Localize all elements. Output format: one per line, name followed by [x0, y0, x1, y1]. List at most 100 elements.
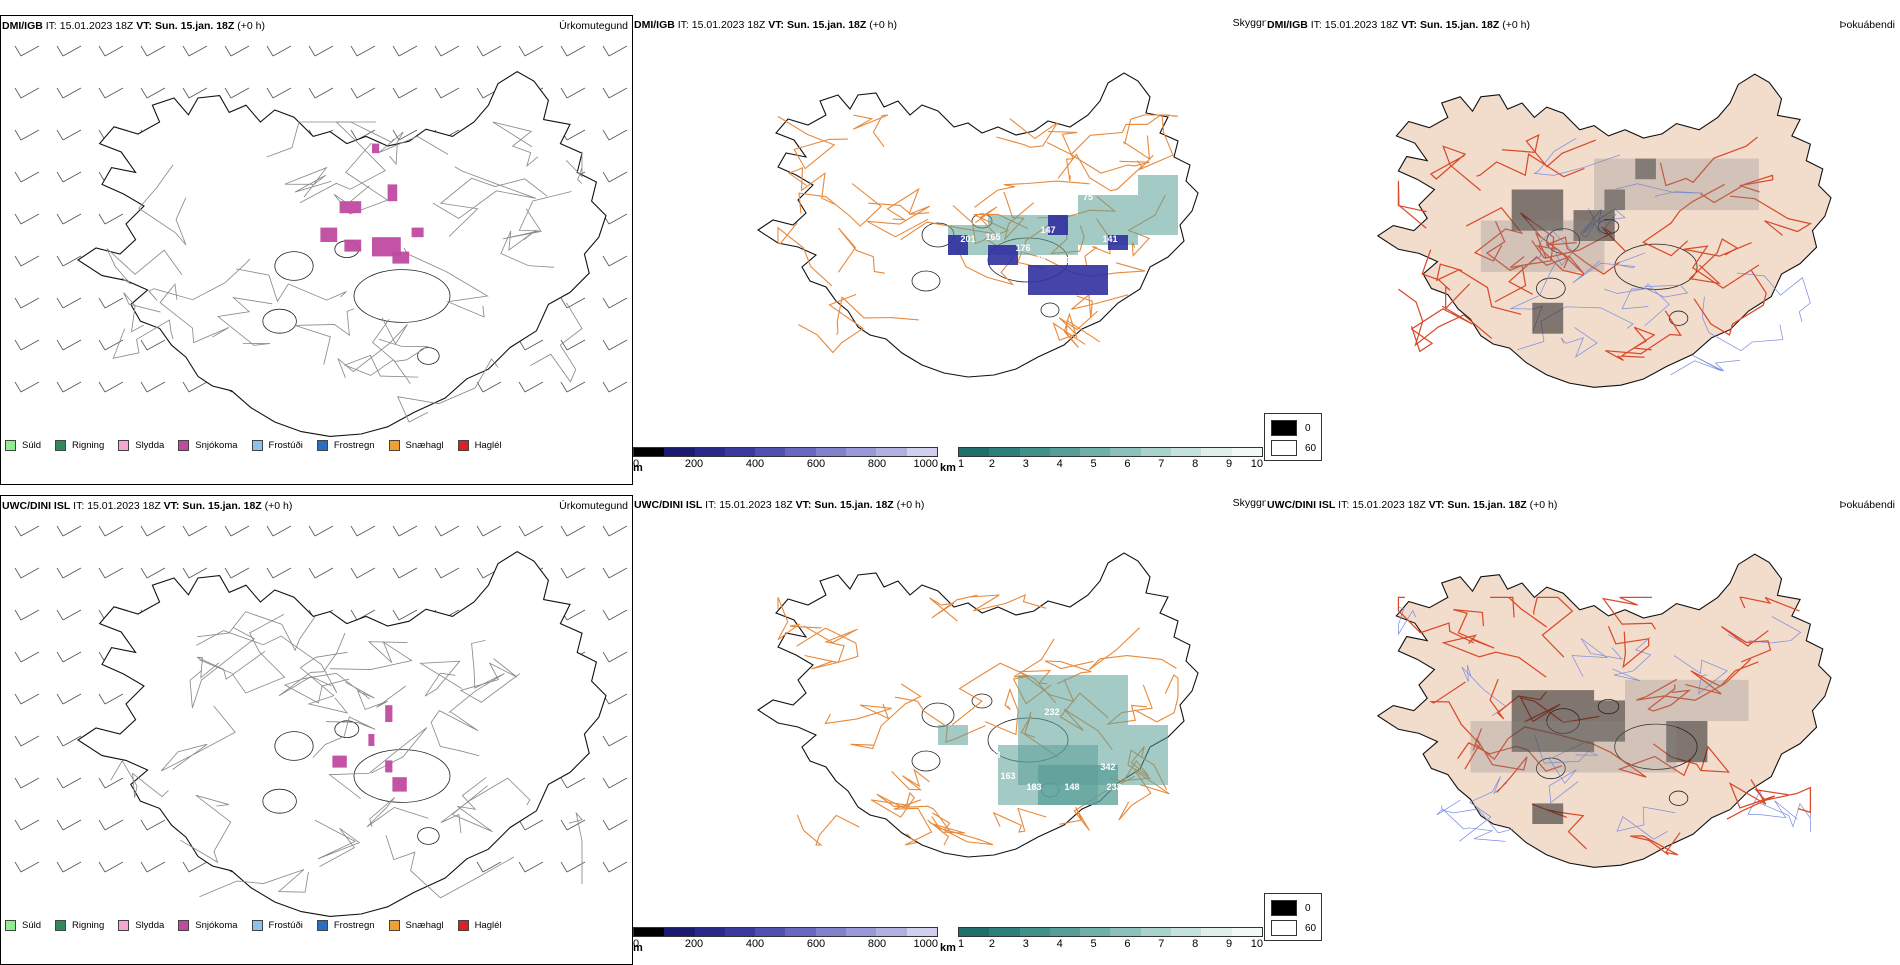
- glacier-outline: [262, 788, 297, 814]
- road-line: [1545, 236, 1620, 275]
- wind-barb: [98, 213, 124, 225]
- wind-barb: [266, 525, 292, 537]
- wind-barb: [182, 525, 208, 537]
- field-blob: [1138, 175, 1178, 235]
- legend-label: Frostregn: [333, 440, 375, 451]
- road-line: [1604, 284, 1689, 298]
- road-line: [1548, 742, 1585, 804]
- road-line: [312, 716, 376, 758]
- road-line: [929, 594, 978, 622]
- road-line: [1441, 805, 1506, 842]
- wind-barb: [140, 381, 166, 393]
- colorbar-ticks: 1 2 3 4 5 6 7 8 9 10: [958, 937, 1263, 951]
- iceland-precip-map: [14, 45, 628, 437]
- field-blob: [387, 184, 398, 202]
- road-line: [1490, 596, 1548, 628]
- precip-legend-item: Frostregn: [316, 440, 375, 451]
- field-blob: [1532, 302, 1564, 334]
- wind-barb: [14, 213, 40, 225]
- road-line: [1508, 231, 1570, 295]
- colorbar-cell: [906, 928, 937, 936]
- road-line: [1730, 195, 1813, 236]
- glacier-outline: [1536, 277, 1566, 300]
- panel-title: Þokuábendi: [1839, 499, 1895, 511]
- cloud-base-label: 108: [1107, 255, 1122, 265]
- colorbar-ticks: 0 200 400 600 800 1000: [633, 937, 938, 951]
- colorbar-cell: [755, 928, 786, 936]
- wind-barb: [602, 87, 628, 99]
- wind-barb: [14, 735, 40, 747]
- road-line: [565, 151, 583, 184]
- wind-barb: [560, 567, 586, 579]
- road-line: [932, 812, 994, 846]
- wind-barb: [182, 861, 208, 873]
- legend-swatch: [316, 920, 328, 931]
- colorbar-cell: [815, 928, 847, 936]
- field-blob: [411, 227, 424, 238]
- precip-legend-item: Rigning: [55, 440, 104, 451]
- colorbar-cell: [1080, 928, 1111, 936]
- road-line: [1683, 241, 1760, 289]
- road-line: [189, 626, 256, 709]
- wind-barb: [56, 213, 82, 225]
- colorbar-cell: [785, 928, 816, 936]
- road-line: [419, 660, 462, 697]
- road-line: [1726, 779, 1776, 820]
- colorbar-tick-label: 1000: [913, 938, 938, 950]
- panel-title: Úrkomutegund: [559, 500, 628, 512]
- legend-label: Súld: [22, 440, 42, 451]
- cloud-base-label: 193: [985, 750, 1000, 760]
- colorbar-cell: [724, 448, 756, 456]
- cloud-base-label: 75: [1083, 192, 1093, 202]
- wind-barb: [602, 609, 628, 621]
- road-line: [1685, 661, 1759, 695]
- wind-barb: [560, 87, 586, 99]
- wind-barb: [56, 861, 82, 873]
- panel-header: UWC/DINI ISL IT: 15.01.2023 18Z VT: Sun.…: [1267, 499, 1558, 511]
- legend-label: Slydda: [135, 440, 165, 451]
- road-line: [1517, 306, 1634, 351]
- legend-label: Snjókoma: [195, 440, 238, 451]
- glacier-outline: [911, 750, 941, 772]
- wind-barb: [182, 87, 208, 99]
- iceland-outline-group: [1376, 73, 1832, 388]
- road-line: [1688, 238, 1739, 285]
- road-line: [1118, 769, 1170, 821]
- wind-barb: [560, 777, 586, 789]
- road-line: [1619, 326, 1656, 358]
- wind-barb: [140, 87, 166, 99]
- road-line: [1754, 786, 1812, 814]
- wind-barb: [434, 45, 460, 57]
- field-blob: [320, 227, 338, 243]
- fog-legend-item: 0: [1271, 420, 1311, 436]
- wind-barb: [308, 525, 334, 537]
- precip-type-panel-top: DMI/IGB IT: 15.01.2023 18Z VT: Sun. 15.j…: [0, 15, 633, 485]
- colorbar-tick-label: 7: [1158, 458, 1165, 470]
- road-line: [891, 768, 930, 791]
- wind-barb: [392, 45, 418, 57]
- colorbar-cell: [959, 448, 990, 456]
- wind-barb: [56, 525, 82, 537]
- legend-label: Rigning: [72, 920, 105, 931]
- wind-barb: [518, 819, 544, 831]
- road-line: [1616, 806, 1676, 840]
- wind-barb: [56, 87, 82, 99]
- fog-swatch: [1271, 920, 1297, 936]
- panel-header: DMI/IGB IT: 15.01.2023 18Z VT: Sun. 15.j…: [634, 19, 897, 31]
- field-blob: [1532, 803, 1564, 824]
- legend-swatch: [118, 920, 130, 931]
- colorbar-tick-label: 9: [1226, 458, 1233, 470]
- colorbar-cell: [1201, 448, 1232, 456]
- wind-barb: [56, 567, 82, 579]
- road-line: [866, 205, 931, 238]
- road-line: [1670, 355, 1740, 376]
- road-line: [337, 317, 408, 378]
- wind-barb: [518, 861, 544, 873]
- wind-barb: [560, 297, 586, 309]
- fog-legend-label: 60: [1305, 922, 1317, 934]
- road-line: [1693, 270, 1767, 336]
- colorbar-cell: [1049, 928, 1081, 936]
- wind-barb: [602, 297, 628, 309]
- colorbar-tick-label: 0: [633, 938, 640, 950]
- fog-legend-item: 60: [1271, 440, 1316, 456]
